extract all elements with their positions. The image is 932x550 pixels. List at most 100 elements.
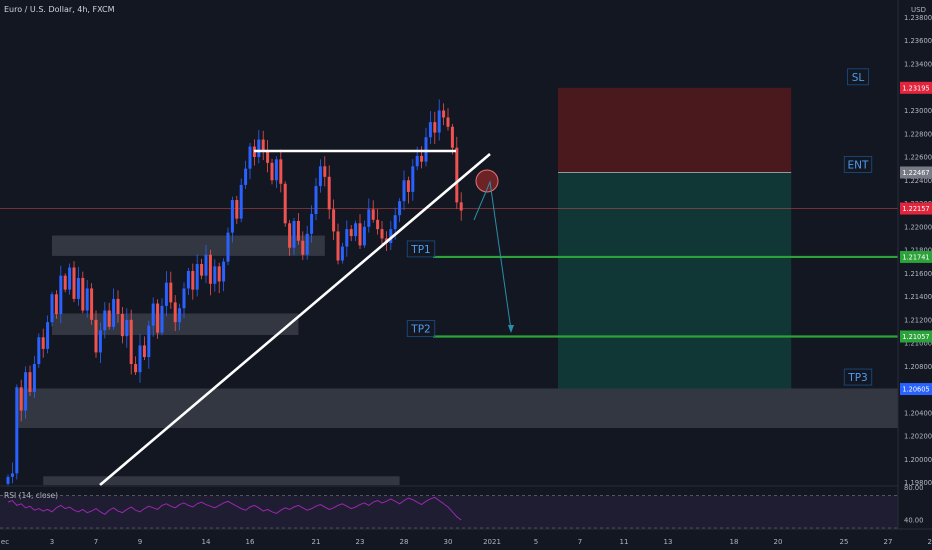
candle-body-14: [68, 267, 72, 290]
price-marker-box: [900, 250, 932, 263]
candle-body-87: [389, 229, 393, 244]
candle-body-32: [147, 325, 151, 358]
candle-body-91: [406, 180, 410, 192]
symbol-title: Euro / U.S. Dollar, 4h, FXCM: [4, 5, 115, 14]
time-tick-label: 9: [138, 538, 142, 546]
price-tick-label: 1.21600: [904, 270, 932, 278]
candle-body-89: [398, 201, 402, 216]
rsi-tick-label: 40.00: [904, 516, 923, 524]
price-tick-label: 1.20200: [904, 433, 932, 441]
candle-body-99: [442, 110, 446, 118]
position-risk-zone: [558, 87, 792, 173]
candle-body-78: [349, 229, 353, 237]
time-axis[interactable]: ec 3 7 9 14 16 21 23 28 30 2021 5 7 11 13 18 20 25 27 29: [0, 528, 932, 550]
entry-circle: [475, 169, 499, 193]
candle-body-48: [217, 266, 221, 282]
candle-body-93: [415, 155, 419, 167]
zone-0: [52, 235, 325, 256]
candle-body-83: [371, 209, 375, 220]
time-tick-label: 11: [620, 538, 629, 546]
candle-body-24: [112, 298, 116, 327]
candle-body-11: [54, 294, 58, 315]
candle-body-62: [279, 159, 283, 184]
price-tick-label: 1.23400: [904, 60, 932, 68]
candle-body-40: [182, 288, 186, 309]
price-tick-label: 1.23000: [904, 107, 932, 115]
time-tick-label: 20: [774, 538, 783, 546]
price-marker-label: 1.21057: [902, 333, 929, 341]
price-tick-label: 1.23600: [904, 37, 932, 45]
candle-body-55: [248, 146, 252, 169]
candle-body-28: [129, 319, 133, 365]
candle-body-88: [393, 215, 397, 230]
price-tick-label: 1.22000: [904, 223, 932, 231]
candle-body-95: [424, 137, 428, 162]
time-tick-label: ec: [1, 538, 9, 546]
price-tick-label: 1.20800: [904, 363, 932, 371]
candle-body-0: [6, 476, 10, 484]
candle-body-12: [59, 275, 63, 315]
candle-body-66: [296, 220, 300, 241]
candle-body-102: [455, 147, 459, 203]
price-axis[interactable]: USD1.238001.236001.234001.232001.230001.…: [897, 0, 932, 550]
candle-body-33: [151, 303, 155, 326]
time-tick-label: 27: [884, 538, 893, 546]
candle-body-61: [274, 159, 278, 181]
time-tick-label: 7: [94, 538, 98, 546]
annotation-box-ent: [843, 156, 873, 173]
candle-body-63: [283, 183, 287, 224]
candle-body-51: [230, 200, 234, 233]
annotation-box-tp1: [406, 240, 436, 258]
candle-body-94: [420, 155, 424, 162]
price-marker-label: 1.21741: [902, 253, 929, 261]
candle-body-34: [156, 303, 160, 333]
candle-body-35: [160, 305, 164, 333]
price-tick-label: 1.22400: [904, 177, 932, 185]
candle-body-43: [195, 264, 199, 290]
candle-body-60: [270, 162, 274, 181]
price-tick-label: 1.19800: [904, 479, 932, 487]
candle-body-77: [345, 229, 349, 247]
price-tick-label: 1.21000: [904, 340, 932, 348]
short-position-tool[interactable]: [558, 87, 792, 390]
candle-body-75: [336, 231, 340, 261]
rsi-band: [0, 495, 898, 528]
candle-body-82: [367, 209, 371, 227]
candle-body-64: [288, 223, 292, 248]
candle-body-53: [239, 184, 243, 219]
candle-body-73: [327, 176, 331, 210]
rsi-pane: RSI (14, close): [0, 485, 932, 529]
candle-body-44: [200, 264, 204, 276]
candle-body-29: [134, 364, 138, 373]
price-marker-box: [900, 202, 932, 215]
candle-body-3: [19, 387, 23, 411]
candle-body-1: [10, 473, 14, 477]
price-marker-label: 1.20605: [902, 386, 929, 394]
candle-body-38: [173, 302, 177, 323]
candle-body-84: [376, 219, 380, 230]
drawing-tools[interactable]: [99, 149, 514, 486]
candlestick-series: [6, 99, 463, 487]
candle-body-97: [433, 122, 437, 133]
candle-body-79: [354, 223, 358, 237]
candle-body-25: [116, 298, 120, 315]
candle-body-57: [257, 139, 261, 158]
candle-body-68: [305, 233, 309, 255]
annotation-label-sl: SL: [852, 72, 865, 84]
annotation-label-tp1: TP1: [410, 244, 430, 256]
rsi-line: [7, 496, 462, 521]
price-level-lines: [0, 208, 898, 338]
candle-body-103: [459, 202, 463, 211]
time-tick-label: 18: [730, 538, 739, 546]
price-marker-label: 1.22467: [902, 169, 929, 177]
candle-body-39: [178, 308, 182, 323]
candle-body-47: [213, 266, 217, 284]
annotation-box-tp2: [406, 320, 436, 337]
candle-body-69: [310, 214, 314, 234]
candle-body-74: [332, 209, 336, 232]
time-tick-label: 14: [202, 538, 211, 546]
candle-body-67: [301, 240, 305, 255]
candle-body-54: [244, 168, 248, 185]
time-axis-background: [0, 529, 932, 550]
